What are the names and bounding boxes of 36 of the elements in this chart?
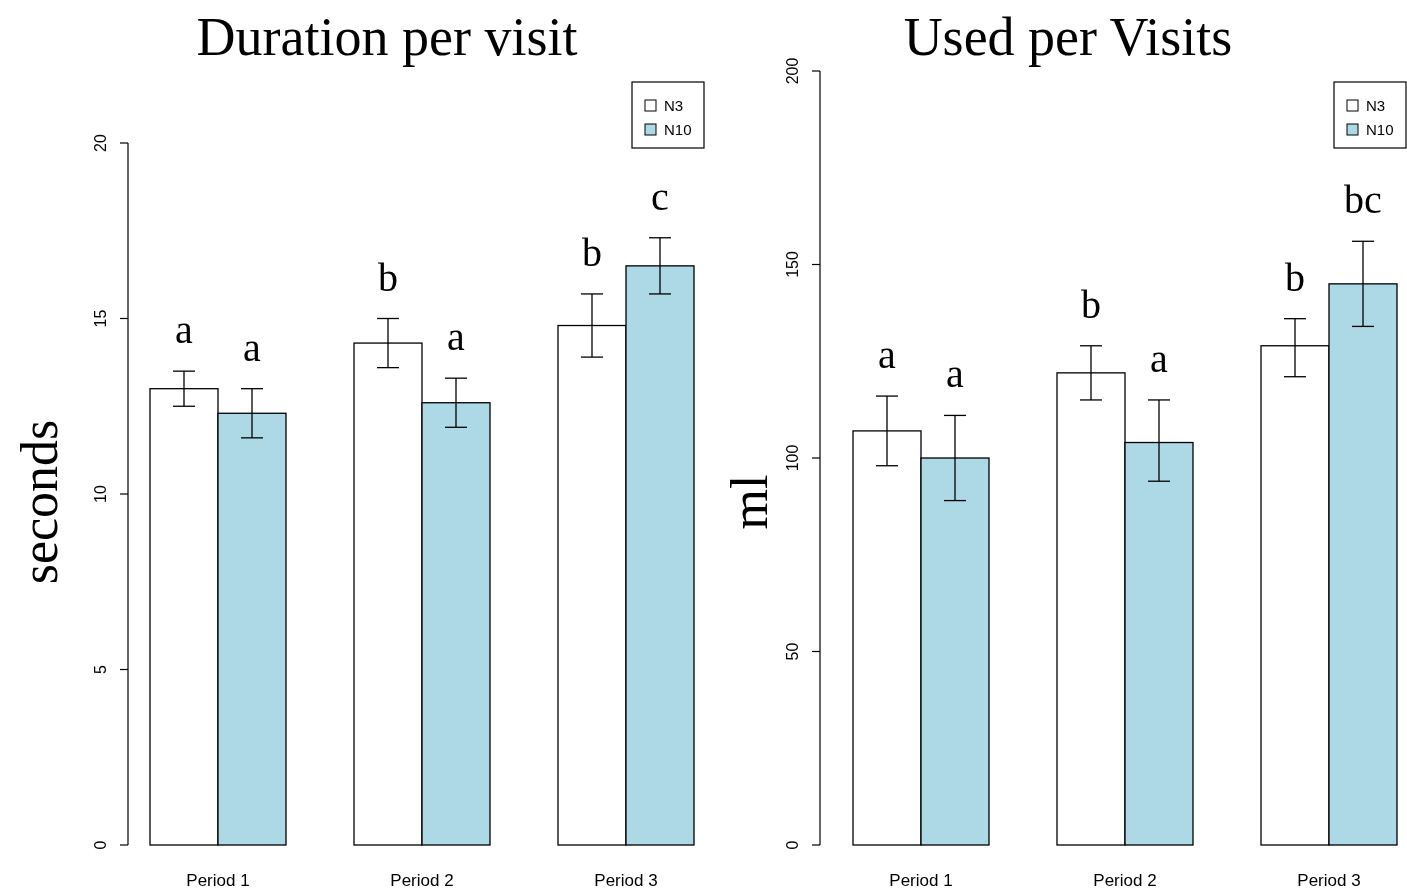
annotation: b <box>582 229 602 275</box>
x-tick-label: Period 1 <box>186 871 250 890</box>
y-tick-label: 10 <box>92 485 109 503</box>
legend-label: N3 <box>664 97 684 114</box>
y-tick-label: 150 <box>784 251 801 278</box>
y-tick-label: 0 <box>784 840 801 850</box>
y-tick-label: 200 <box>784 57 801 85</box>
legend-label: N10 <box>664 121 692 138</box>
x-tick-label: Period 3 <box>594 871 658 890</box>
x-tick-label: Period 2 <box>390 871 454 890</box>
annotation: a <box>1150 335 1169 381</box>
annotation: a <box>946 351 965 397</box>
y-tick-label: 0 <box>92 840 109 850</box>
annotation: c <box>651 173 669 219</box>
legend-label: N3 <box>1366 97 1386 114</box>
x-tick-label: Period 3 <box>1297 871 1361 890</box>
annotation: b <box>1081 281 1101 327</box>
chart-title: Used per Visits <box>903 7 1233 67</box>
x-tick-label: Period 1 <box>889 871 953 890</box>
annotation: a <box>175 307 194 353</box>
y-tick-label: 100 <box>784 444 801 472</box>
annotation: a <box>878 332 897 378</box>
y-tick-label: 5 <box>92 664 109 674</box>
y-tick-label: 50 <box>784 642 801 661</box>
x-tick-label: Period 2 <box>1093 871 1157 890</box>
annotation: b <box>1285 254 1305 300</box>
chart-title: Duration per visit <box>196 7 578 67</box>
y-axis-title: ml <box>720 474 778 530</box>
y-tick-label: 20 <box>92 134 109 152</box>
y-axis-title: seconds <box>10 419 68 585</box>
annotation: a <box>447 314 466 360</box>
y-tick-label: 15 <box>92 309 109 328</box>
annotation: b <box>378 254 398 300</box>
legend-label: N10 <box>1366 121 1394 138</box>
annotation: bc <box>1344 177 1382 223</box>
annotation: a <box>243 324 262 370</box>
